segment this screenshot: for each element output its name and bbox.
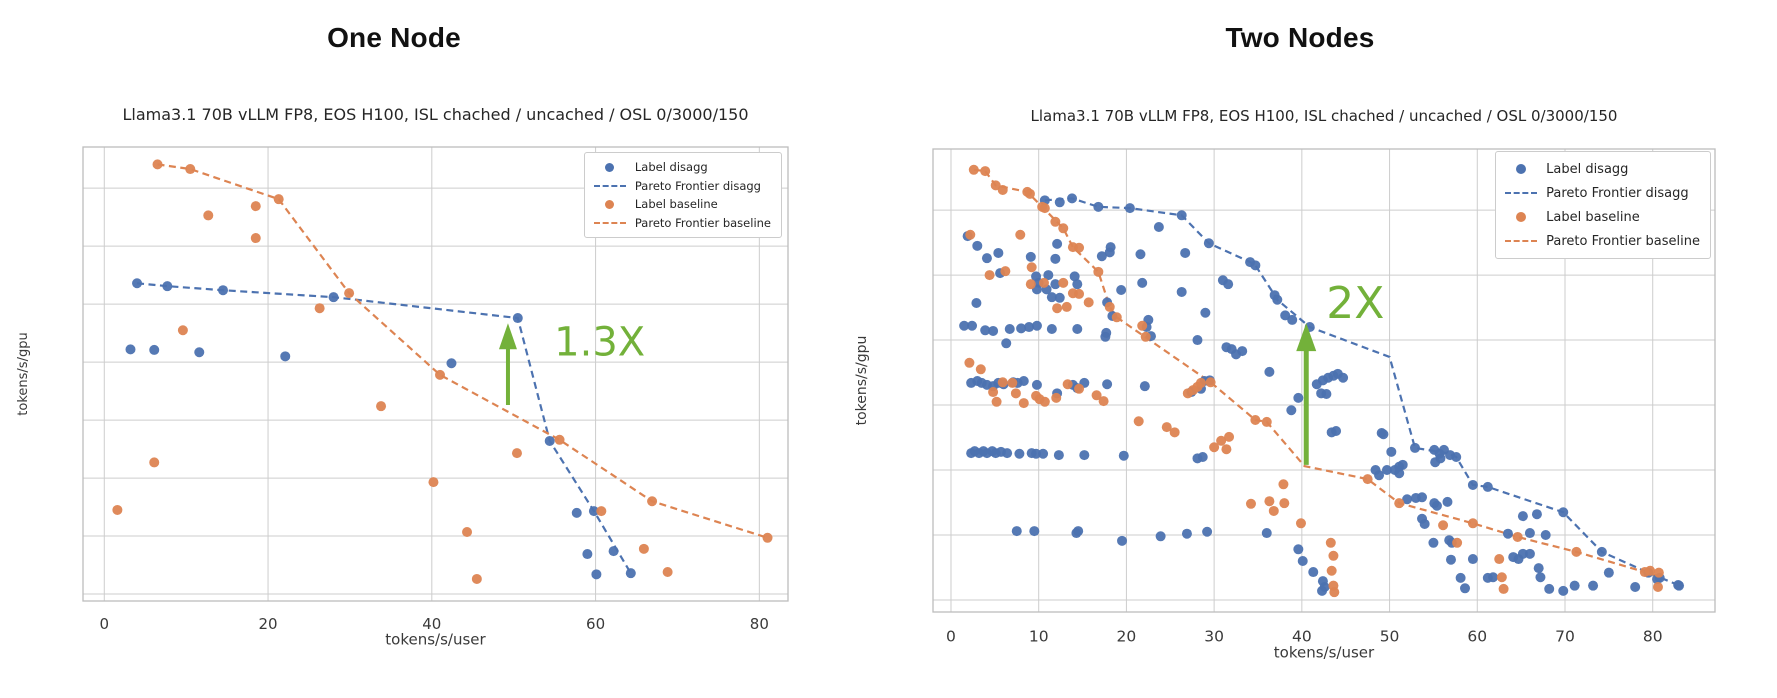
legend-label: Label disagg	[1546, 161, 1629, 177]
legend-entry-pareto-frontier-disagg: Pareto Frontier disagg	[1504, 181, 1700, 205]
series-pareto-frontier-baseline	[973, 168, 1664, 579]
legend-marker	[593, 162, 627, 172]
svg-text:60: 60	[586, 615, 605, 633]
section-title-one-node: One Node	[327, 22, 461, 53]
y-axis-label: tokens/s/gpu	[854, 336, 870, 426]
y-axis-label: tokens/s/gpu	[16, 332, 31, 415]
legend-marker	[1504, 164, 1538, 174]
speedup-annotation: 2X	[1296, 278, 1384, 465]
legend-label: Label disagg	[634, 160, 708, 175]
svg-text:10: 10	[1029, 628, 1049, 646]
legend-entry-label-baseline: Label baseline	[1504, 205, 1700, 229]
plot-border	[82, 146, 789, 602]
series-pareto-frontier-disagg	[136, 282, 632, 574]
one-node-chart: 1.3X Llama3.1 70B vLLM FP8, EOS H100, ISL…	[0, 95, 888, 665]
scatter-marker-icon	[1516, 212, 1527, 222]
series-label-disagg	[125, 278, 636, 580]
svg-text:60: 60	[1467, 628, 1487, 646]
scatter-marker-icon	[605, 162, 615, 172]
legend-entry-pareto-frontier-baseline: Pareto Frontier baseline	[1504, 229, 1700, 253]
legend-label: Pareto Frontier baseline	[634, 215, 771, 230]
speedup-label: 1.3X	[554, 320, 645, 366]
chart-title: Llama3.1 70B vLLM FP8, EOS H100, ISL cha…	[122, 105, 748, 124]
green-arrow-head-icon	[1296, 323, 1317, 352]
legend-entry-pareto-frontier-baseline: Pareto Frontier baseline	[593, 214, 771, 233]
legend: Label disagg Pareto Frontier disagg Label …	[1495, 151, 1711, 259]
legend: Label disagg Pareto Frontier disagg Label …	[583, 152, 782, 238]
speedup-label: 2X	[1326, 278, 1384, 329]
series-label-baseline	[964, 164, 1664, 598]
svg-text:20: 20	[1117, 628, 1137, 646]
legend-entry-pareto-frontier-disagg: Pareto Frontier disagg	[593, 177, 771, 196]
scatter-marker-icon	[605, 199, 615, 209]
svg-text:0: 0	[946, 628, 956, 646]
legend-entry-label-disagg: Label disagg	[1504, 157, 1700, 181]
gridlines	[83, 147, 788, 601]
legend-marker	[593, 199, 627, 209]
dashed-line-icon	[1505, 192, 1538, 194]
dashed-line-icon	[1505, 240, 1538, 242]
legend-marker	[1504, 240, 1538, 242]
speedup-annotation: 1.3X	[498, 320, 645, 406]
svg-text:80: 80	[750, 615, 769, 633]
x-axis-label: tokens/s/user	[1274, 644, 1375, 662]
x-axis-label: tokens/s/user	[385, 631, 486, 649]
svg-text:0: 0	[100, 615, 110, 633]
svg-text:20: 20	[259, 615, 278, 633]
dashed-line-icon	[593, 184, 626, 187]
legend-marker	[1504, 192, 1538, 194]
svg-text:50: 50	[1380, 628, 1400, 646]
section-title-two-nodes: Two Nodes	[1225, 22, 1375, 53]
legend-marker	[1504, 212, 1538, 222]
legend-label: Label baseline	[634, 197, 718, 212]
legend-entry-label-baseline: Label baseline	[593, 195, 771, 214]
legend-entry-label-disagg: Label disagg	[593, 158, 771, 177]
svg-text:40: 40	[1292, 628, 1312, 646]
legend-label: Label baseline	[1546, 209, 1640, 225]
legend-marker	[593, 184, 627, 187]
legend-marker	[593, 221, 627, 224]
two-nodes-chart: 2X Llama3.1 70B vLLM FP8, EOS H100, ISL c…	[850, 95, 1777, 675]
green-arrow-head-icon	[498, 323, 517, 350]
series-label-baseline	[112, 159, 773, 584]
dashed-line-icon	[593, 221, 626, 224]
legend-label: Pareto Frontier disagg	[1546, 185, 1689, 201]
svg-text:30: 30	[1204, 628, 1224, 646]
plot-border	[932, 148, 1716, 613]
x-axis-ticks: 0 20 40 60 80	[100, 615, 769, 633]
legend-label: Pareto Frontier baseline	[1546, 233, 1700, 249]
series-pareto-frontier-baseline	[157, 163, 768, 539]
svg-text:40: 40	[422, 615, 441, 633]
scatter-marker-icon	[1516, 164, 1527, 174]
svg-text:70: 70	[1555, 628, 1575, 646]
legend-label: Pareto Frontier disagg	[634, 178, 761, 193]
x-axis-ticks: 0 10 20 30 40 50 60 70 80	[946, 628, 1663, 646]
chart-title: Llama3.1 70B vLLM FP8, EOS H100, ISL cha…	[1031, 107, 1618, 125]
svg-text:80: 80	[1643, 628, 1663, 646]
